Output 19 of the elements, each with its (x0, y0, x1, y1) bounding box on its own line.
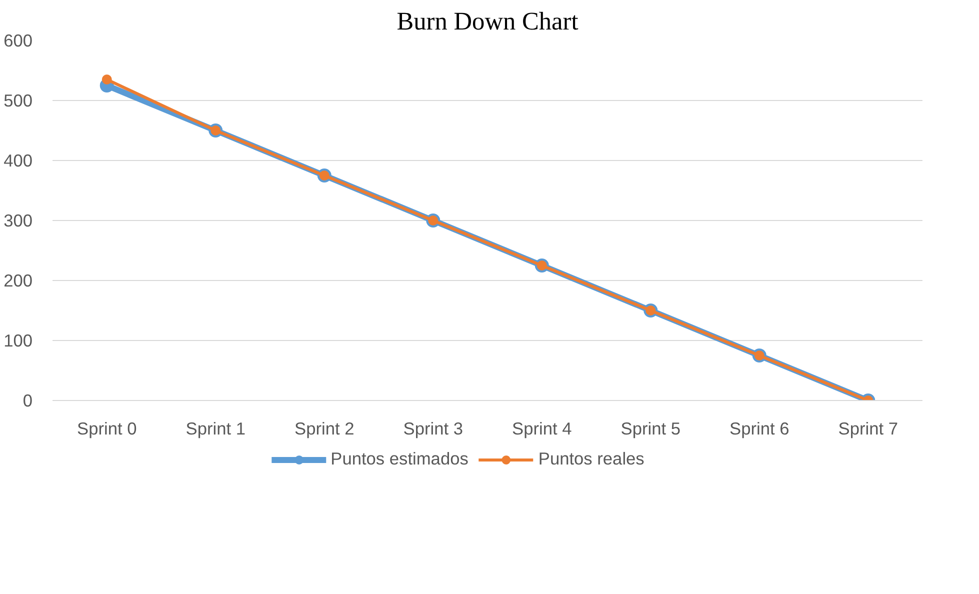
point (102, 74, 112, 84)
chart-title: Burn Down Chart (396, 8, 578, 36)
y-tick-label: 300 (4, 210, 33, 230)
y-tick-label: 400 (4, 150, 33, 170)
x-tick-label: Sprint 5 (620, 418, 680, 438)
x-tick-label: Sprint 1 (186, 418, 246, 438)
y-tick-label: 0 (22, 390, 33, 410)
y-tick-label: 100 (4, 330, 33, 350)
x-tick-label: Sprint 6 (730, 418, 790, 438)
y-tick-label: 500 (4, 90, 33, 110)
x-tick-label: Sprint 0 (77, 418, 137, 438)
x-tick-label: Sprint 7 (838, 418, 898, 438)
x-tick-label: Sprint 3 (403, 418, 463, 438)
legend-label: Puntos reales (538, 448, 644, 470)
x-tick-label: Sprint 2 (294, 418, 354, 438)
x-tick-label: Sprint 4 (512, 418, 572, 438)
legend-label: Puntos estimados (330, 448, 468, 470)
y-tick-label: 600 (4, 30, 33, 50)
y-tick-label: 200 (4, 270, 33, 290)
